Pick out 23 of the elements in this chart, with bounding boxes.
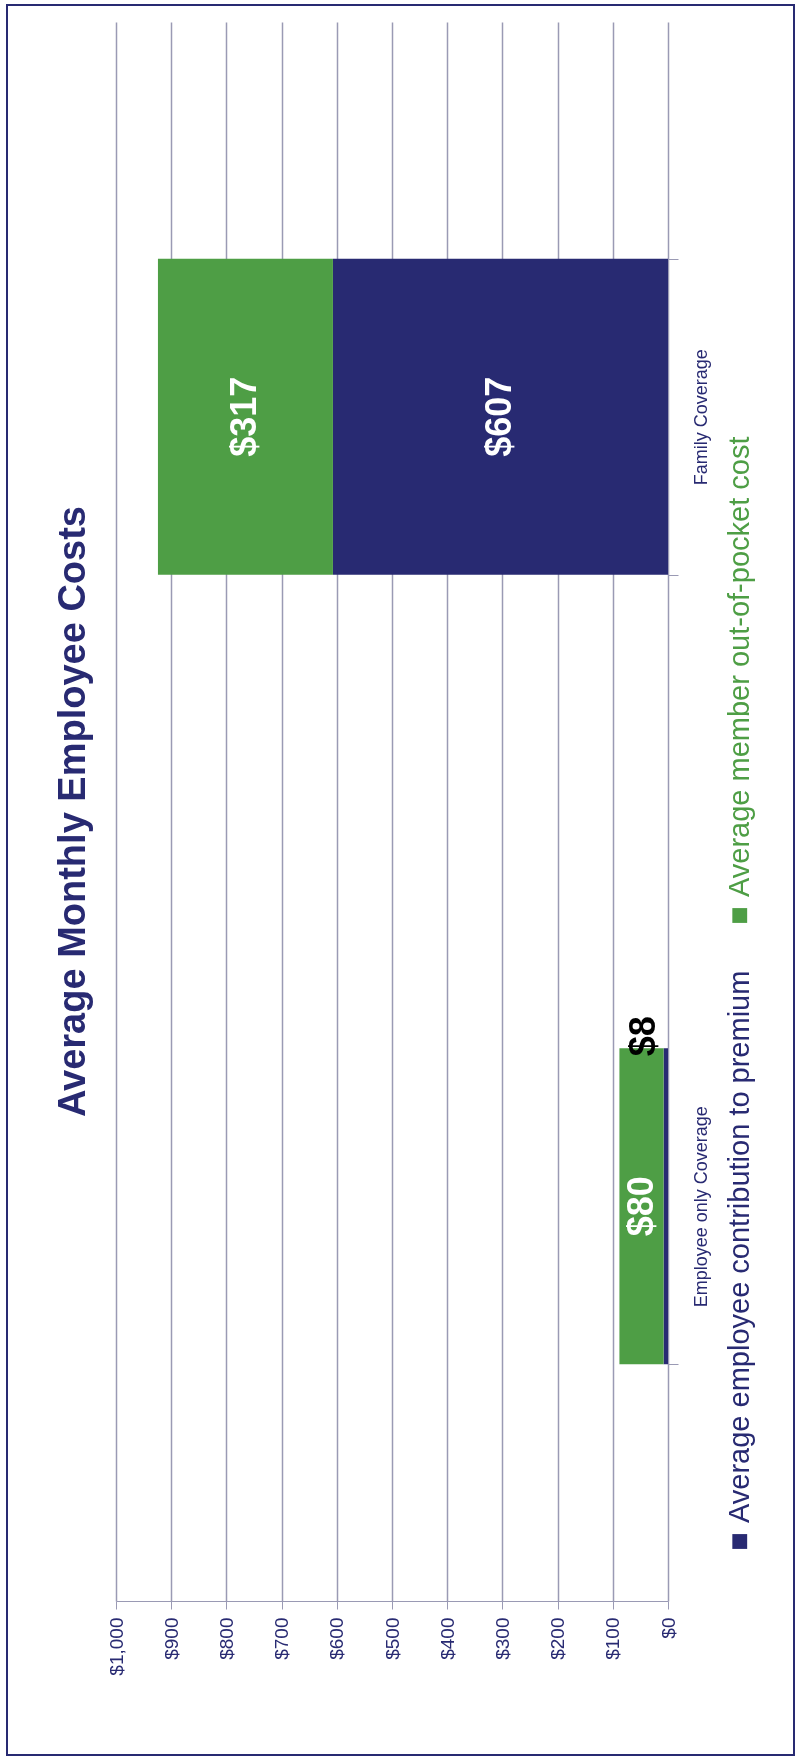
y-tick-label: Employee only Coverage xyxy=(690,1106,711,1308)
bar xyxy=(332,258,668,575)
x-tick-label: $700 xyxy=(271,1617,293,1660)
data-label: $80 xyxy=(619,1176,661,1237)
x-tick-label: $400 xyxy=(436,1617,458,1660)
x-tick-label: $800 xyxy=(215,1617,237,1660)
data-label: $607 xyxy=(478,376,520,457)
bar xyxy=(663,1048,668,1365)
x-tick-label: $500 xyxy=(381,1617,403,1660)
x-tick-label: $100 xyxy=(602,1617,624,1660)
x-tick-label: $200 xyxy=(547,1617,569,1660)
x-tick-label: $1,000 xyxy=(105,1617,127,1676)
data-label: $8 xyxy=(621,1016,663,1057)
y-tick-label: Family Coverage xyxy=(690,349,711,486)
x-tick-label: $600 xyxy=(326,1617,348,1660)
bar xyxy=(157,258,333,575)
text: Average member out-of-pocket cost xyxy=(722,436,755,897)
x-tick-label: $300 xyxy=(491,1617,513,1660)
text: Average Monthly Employee Costs xyxy=(51,506,93,1117)
x-tick-label: $0 xyxy=(657,1617,679,1639)
x-tick-label: $900 xyxy=(160,1617,182,1660)
data-label: $317 xyxy=(223,376,265,457)
text: Average employee contribution to premium xyxy=(722,970,755,1523)
